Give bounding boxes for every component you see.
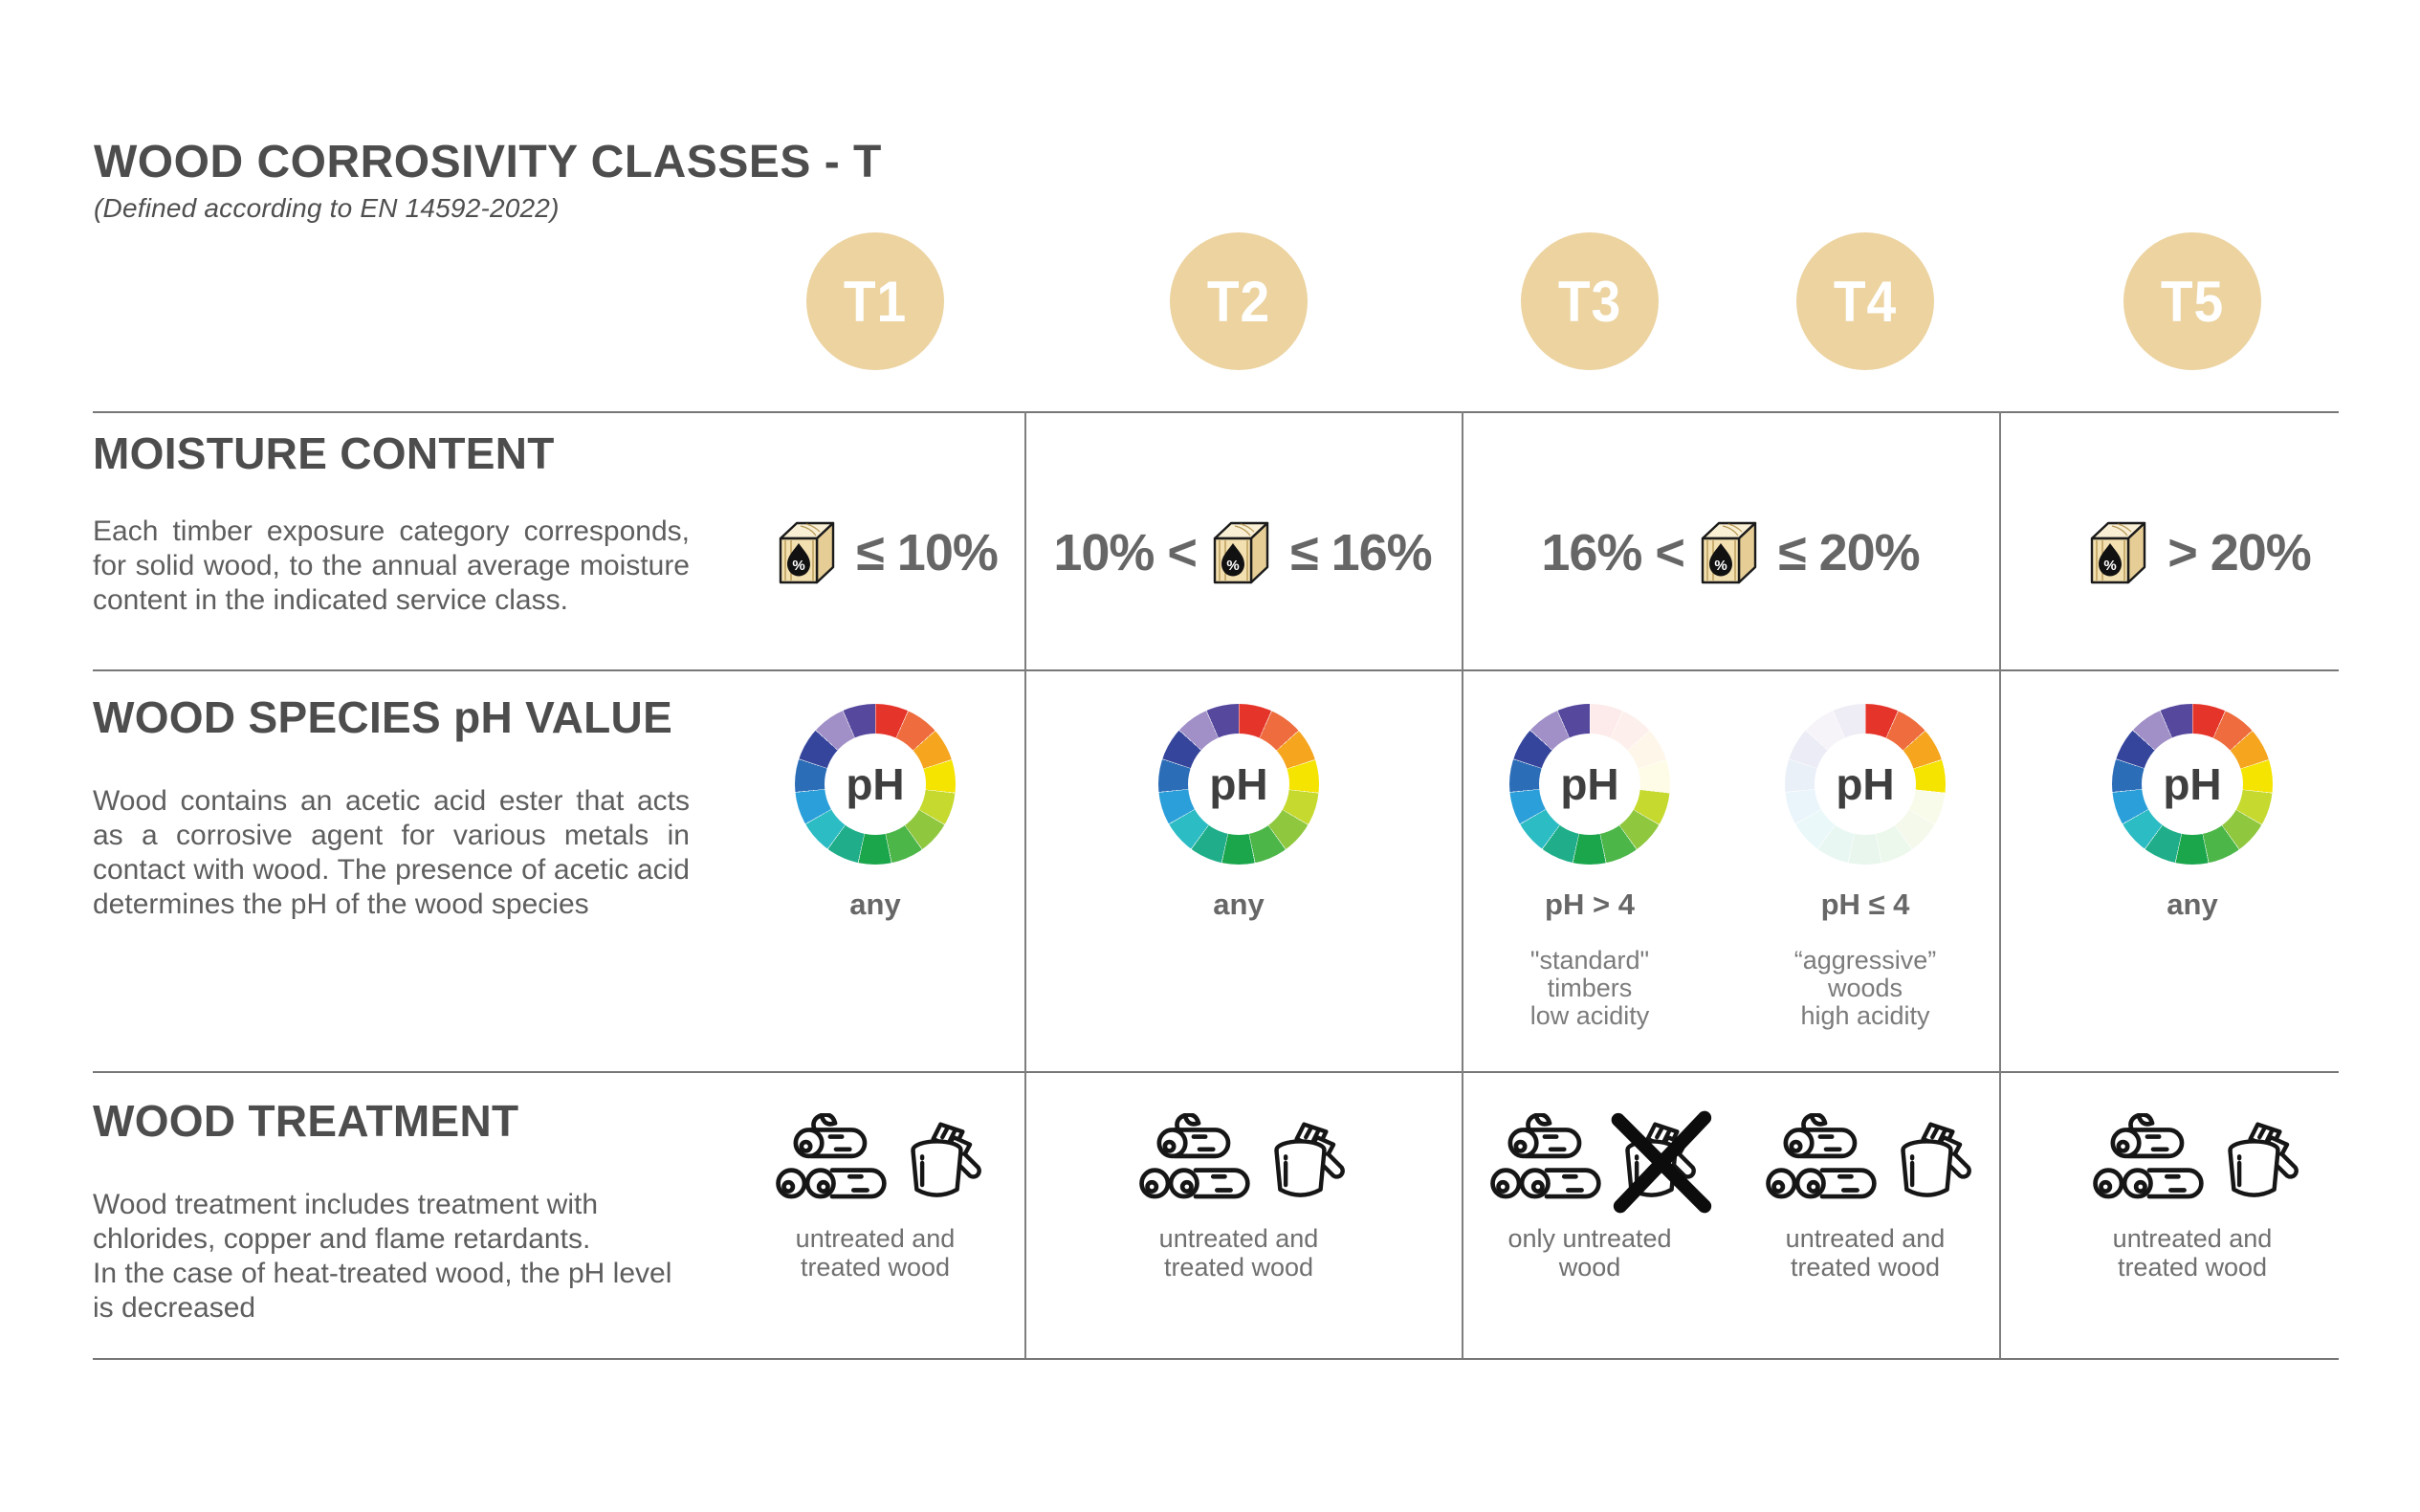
ph-wheel-center-label: pH xyxy=(1560,759,1619,809)
row-divider-bottom xyxy=(93,1358,2339,1360)
crossed-out-icon xyxy=(1611,1110,1712,1214)
svg-text:%: % xyxy=(1714,558,1727,574)
ph-value-label-t1: any xyxy=(849,887,901,921)
moisture-cell-t2: 10% < % ≤ 16% xyxy=(1034,497,1451,607)
ph-wheel-t5: pH xyxy=(2112,704,2273,865)
treatment-heading: WOOD TREATMENT xyxy=(93,1096,519,1146)
class-badge-label: T2 xyxy=(1206,269,1271,334)
paint-can-wrap xyxy=(902,1115,994,1211)
treatment-icons-t5 xyxy=(2078,1104,2326,1211)
moisture-value: ≤ 16% xyxy=(1289,523,1433,581)
class-badge-label: T5 xyxy=(2160,269,2225,334)
paint-can-brush-icon xyxy=(2228,1122,2299,1197)
svg-text:%: % xyxy=(792,558,804,574)
moisture-heading: MOISTURE CONTENT xyxy=(93,428,555,478)
ph-caption-t4: “aggressive” woods high acidity xyxy=(1793,946,1937,1030)
column-divider-t2-t3 xyxy=(1462,411,1463,1358)
class-badge-t4: T4 xyxy=(1796,232,1934,370)
treatment-caption-t4: untreated and treated wood xyxy=(1785,1224,1946,1282)
ph-wheel-t1: pH xyxy=(795,704,956,865)
paint-can-wrap xyxy=(1892,1115,1984,1211)
logs-icon xyxy=(1490,1113,1601,1199)
class-badge-t1: T1 xyxy=(806,232,944,370)
ph-heading: WOOD SPECIES pH VALUE xyxy=(93,692,673,742)
paint-can-brush-icon xyxy=(1274,1122,1345,1197)
treatment-icons-t4 xyxy=(1750,1104,1999,1211)
svg-text:%: % xyxy=(1226,558,1239,574)
class-badge-t3: T3 xyxy=(1521,232,1659,370)
wood-cube-moisture-icon: % xyxy=(779,521,835,583)
paint-can-wrap xyxy=(1265,1115,1357,1211)
page-subtitle: (Defined according to EN 14592-2022) xyxy=(94,193,560,223)
ph-description: Wood contains an acetic acid ester that … xyxy=(93,785,690,920)
ph-wheel-center: pH xyxy=(2142,734,2243,835)
wood-cube-moisture-icon: % xyxy=(2090,521,2146,583)
ph-value-label-t4: pH ≤ 4 xyxy=(1820,887,1910,921)
treatment-icons-t2 xyxy=(1124,1104,1373,1211)
logs-icon xyxy=(1139,1113,1250,1199)
page-title: WOOD CORROSIVITY CLASSES - T xyxy=(94,137,882,187)
treatment-icons-t3 xyxy=(1475,1104,1724,1214)
logs-icon xyxy=(1766,1113,1877,1199)
column-divider-t1-t2 xyxy=(1024,411,1026,1358)
ph-value-label-t2: any xyxy=(1213,887,1265,921)
row-divider-ph-treatment xyxy=(93,1071,2339,1073)
treatment-icons-t1 xyxy=(760,1104,1009,1211)
moisture-value: ≤ 10% xyxy=(856,523,999,581)
ph-wheel-center-label: pH xyxy=(1209,759,1268,809)
ph-wheel-center-label: pH xyxy=(1836,759,1895,809)
ph-wheel-t3: pH xyxy=(1509,704,1670,865)
logs-icon xyxy=(776,1113,887,1199)
column-divider-t4-t5 xyxy=(1999,411,2001,1358)
class-badge-label: T3 xyxy=(1557,269,1622,334)
moisture-cell-t1: % ≤ 10% xyxy=(727,497,1033,607)
ph-wheel-t2: pH xyxy=(1158,704,1319,865)
class-badge-t5: T5 xyxy=(2123,232,2261,370)
moisture-value: ≤ 20% xyxy=(1777,523,1921,581)
paint-can-brush-icon xyxy=(1901,1122,1971,1197)
moisture-description: Each timber exposure category correspond… xyxy=(93,515,690,616)
ph-caption-t3: "standard" timbers low acidity xyxy=(1529,946,1650,1030)
ph-wheel-center: pH xyxy=(1815,734,1916,835)
logs-icon xyxy=(2093,1113,2204,1199)
moisture-cell-t5: % > 20% xyxy=(2009,497,2376,607)
wood-cube-moisture-icon: % xyxy=(1213,521,1269,583)
treatment-caption-t1: untreated and treated wood xyxy=(795,1224,956,1282)
treatment-description: Wood treatment includes treatment with c… xyxy=(93,1189,672,1324)
ph-wheel-center: pH xyxy=(1188,734,1289,835)
ph-wheel-center: pH xyxy=(825,734,926,835)
paint-can-brush-icon xyxy=(911,1122,981,1197)
class-badge-label: T1 xyxy=(843,269,908,334)
svg-text:%: % xyxy=(2104,558,2117,574)
ph-value-label-t5: any xyxy=(2167,887,2218,921)
ph-wheel-center-label: pH xyxy=(846,759,905,809)
class-badge-t2: T2 xyxy=(1170,232,1308,370)
treatment-caption-t5: untreated and treated wood xyxy=(2112,1224,2273,1282)
ph-wheel-t4: pH xyxy=(1785,704,1946,865)
ph-wheel-center-label: pH xyxy=(2163,759,2222,809)
paint-can-wrap xyxy=(1611,1110,1712,1214)
ph-wheel-center: pH xyxy=(1539,734,1640,835)
paint-can-wrap xyxy=(2219,1115,2311,1211)
treatment-caption-t3: only untreated wood xyxy=(1507,1224,1672,1282)
row-divider-top xyxy=(93,411,2339,413)
row-divider-moisture-ph xyxy=(93,669,2339,671)
moisture-prefix: 16% < xyxy=(1541,523,1685,581)
ph-value-label-t3: pH > 4 xyxy=(1545,887,1635,921)
treatment-caption-t2: untreated and treated wood xyxy=(1158,1224,1319,1282)
wood-cube-moisture-icon: % xyxy=(1701,521,1757,583)
class-badge-label: T4 xyxy=(1833,269,1898,334)
moisture-value: > 20% xyxy=(2167,523,2312,581)
moisture-prefix: 10% < xyxy=(1053,523,1198,581)
moisture-cell-t3-t4: 16% < % ≤ 20% xyxy=(1470,497,1991,607)
